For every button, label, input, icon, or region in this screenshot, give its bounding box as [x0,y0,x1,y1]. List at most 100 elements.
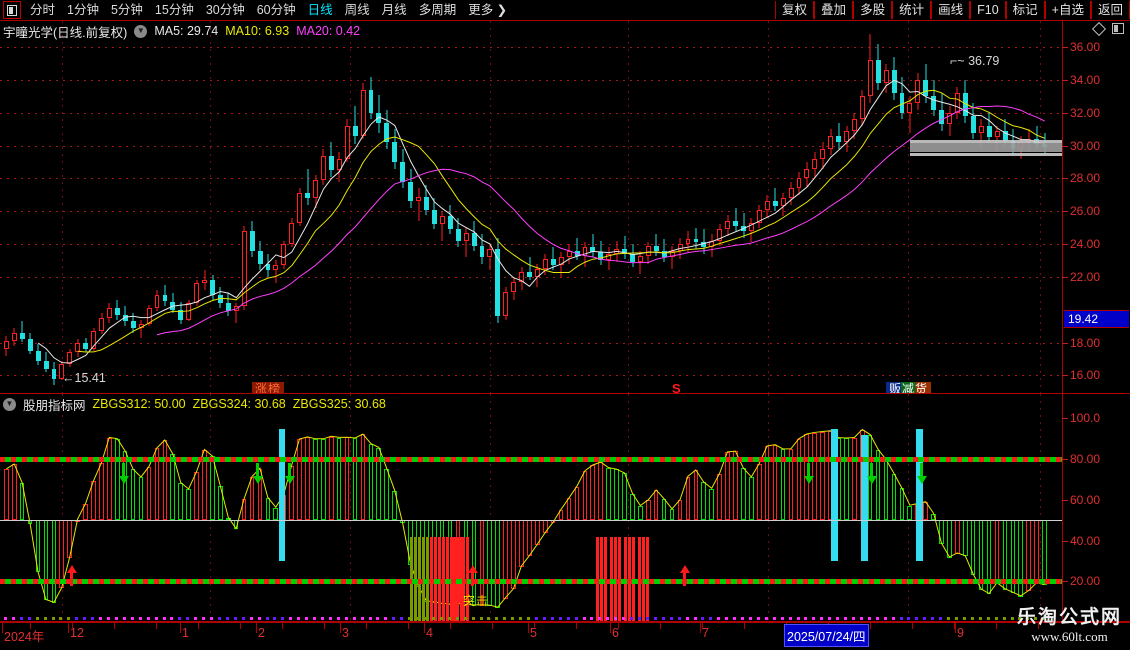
date-tick-4 [340,623,341,633]
toolbar-button-6[interactable]: 标记 [1005,1,1045,19]
candle-body [693,239,699,243]
timeframe-8[interactable]: 月线 [381,3,407,17]
candle-body [701,242,707,248]
date-dot [638,617,642,620]
date-dot [305,617,309,620]
price-y-axis[interactable]: 36.00 34.00 32.00 30.00 28.00 26.00 24.00 22.00… [1062,21,1130,393]
chart-tag-1[interactable]: 贩减货 [886,382,932,393]
date-dot [431,617,435,620]
date-dot [281,617,285,620]
price-y-tick-6: 24.00 [1062,237,1100,251]
toolbar-button-0[interactable]: 复权 [775,1,815,19]
date-dot [35,617,39,620]
candle-body [772,201,778,207]
signal-volume-bar [430,536,433,621]
indicator-bar [780,449,786,521]
timeframe-3[interactable]: 15分钟 [154,3,194,17]
diamond-icon[interactable] [1091,21,1107,36]
price-y-tick-9: 16.00 [1062,368,1100,382]
panel-toggle-icon[interactable] [1112,23,1124,34]
candle-body [511,281,517,292]
timeframe-6[interactable]: 日线 [307,3,333,17]
ma5-label: MA5: 29.74 [154,24,219,38]
candle-wick [980,119,982,149]
candle [685,21,691,393]
date-dot [75,617,79,620]
timeframe-10[interactable]: 更多 ❯ [468,3,508,17]
candle-body [11,332,17,341]
toolbar-button-4[interactable]: 画线 [931,1,971,19]
layout-panel-icon[interactable] [3,1,21,19]
signal-volume-bar [646,536,649,621]
candle-body [653,245,659,251]
price-gridline [0,47,1062,49]
toolbar-button-3[interactable]: 统计 [892,1,932,19]
signal-volume-bar [642,536,645,621]
candle [431,21,437,393]
chevron-down-icon-indicator[interactable]: ▼ [3,397,16,411]
toolbar-button-5[interactable]: F10 [970,1,1006,19]
timeframe-0[interactable]: 分时 [30,3,56,17]
chart-tag-0[interactable]: 涨榜 [252,382,285,393]
date-minor-tick [282,623,283,629]
candle-body [733,221,739,227]
date-dot [313,617,317,620]
timeframe-2[interactable]: 5分钟 [110,3,143,17]
date-dot [519,617,523,620]
toolbar-button-8[interactable]: 返回 [1090,1,1130,19]
date-dot [202,617,206,620]
cost-band-overlay [910,143,1062,153]
candle [693,21,699,393]
date-minor-tick [660,623,661,629]
timeframe-4[interactable]: 30分钟 [205,3,245,17]
candle-body [495,249,501,317]
indicator-panel-header: ▼ 股朋指标网 ZBGS312: 50.00 ZBGS324: 30.68 ZB… [0,394,386,414]
date-dot [273,617,277,620]
highlight-bar [279,428,285,561]
zbgs325-value: ZBGS325: 30.68 [292,397,386,411]
date-dot [51,617,55,620]
candle-body [852,119,857,131]
candle-body [939,109,945,125]
date-dot [170,617,174,620]
candle [416,21,422,393]
arrow-head [252,476,263,485]
toolbar-button-1[interactable]: 叠加 [814,1,854,19]
candle [717,21,723,393]
toolbar-button-7[interactable]: +自选 [1044,1,1091,19]
candle-wick [275,260,277,284]
indicator-plot-area[interactable]: 突击 [0,394,1062,621]
price-y-tick-7: 22.00 [1062,270,1100,284]
candle [455,21,461,393]
date-cursor-badge[interactable]: 2025/07/24/四 [784,624,869,647]
candle [336,21,342,393]
upper-band-line-green [0,457,1062,463]
indicator-y-axis[interactable]: 100.0 80.00 60.00 40.00 20.00 [1062,394,1130,621]
chevron-down-icon[interactable]: ▼ [134,24,148,38]
price-gridline [0,276,1062,278]
candle-body [978,125,984,133]
date-dot [907,617,911,620]
timeframe-5[interactable]: 60分钟 [256,3,296,17]
date-dot [622,617,626,620]
indicator-bar [741,468,746,521]
date-dot [1010,617,1014,620]
date-dot [962,617,966,620]
signal-volume-bar [446,536,449,621]
indicator-vgridline [62,394,63,621]
candle-body [83,342,89,350]
tick-dash [1062,178,1068,180]
date-axis[interactable]: 2024年 12 1 2 3 4 5 6 7 9 2025/07/24/四 [0,617,1130,650]
sell-arrow-icon [252,463,263,485]
timeframe-1[interactable]: 1分钟 [67,3,99,17]
toolbar-button-2[interactable]: 多股 [853,1,893,19]
timeframe-9[interactable]: 多周期 [418,3,457,17]
candle [645,21,651,393]
last-price-badge[interactable]: 19.42 [1064,310,1129,329]
indicator-panel: ▼ 股朋指标网 ZBGS312: 50.00 ZBGS324: 30.68 ZB… [0,394,1130,622]
price-plot-area[interactable]: ⌐~ 36.79 ←15.41 涨榜 贩减货 S [0,21,1062,393]
timeframe-7[interactable]: 周线 [344,3,370,17]
date-dot [67,617,71,620]
date-dot [915,617,919,620]
